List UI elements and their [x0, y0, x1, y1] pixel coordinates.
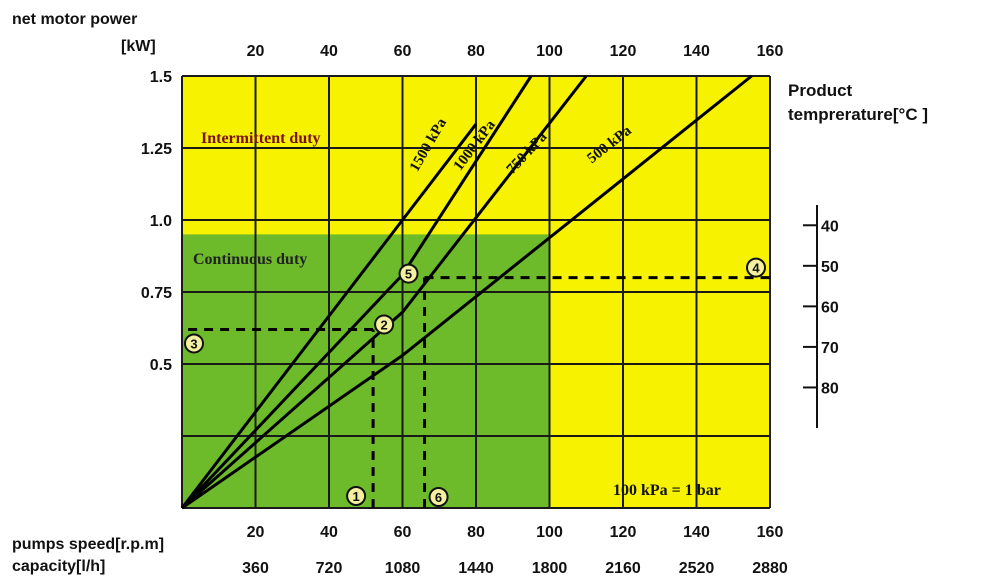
y-tick-label: 0.5 [150, 357, 172, 374]
speed-tick-label: 40 [320, 524, 338, 541]
zone-label-continuous: Continuous duty [193, 251, 307, 268]
speed-tick-label: 140 [683, 524, 710, 541]
capacity-tick-label: 2520 [679, 560, 715, 577]
grid-lines [181, 75, 771, 509]
y-tick-label: 1.5 [150, 69, 172, 86]
temp-tick-label: 80 [821, 380, 839, 397]
capacity-tick-label: 720 [316, 560, 343, 577]
capacity-tick-label: 2880 [752, 560, 788, 577]
right-title-line1: Product [788, 81, 853, 100]
series-line-3 [181, 74, 753, 510]
speed-axis-label: pumps speed[r.p.m] [12, 536, 164, 553]
marker-circle-6 [428, 487, 449, 507]
speed-tick-label: 160 [757, 524, 784, 541]
speed-tick-label: 80 [467, 524, 485, 541]
temp-tick-label: 70 [821, 340, 839, 357]
y-tick-label: 0.75 [141, 285, 172, 302]
temp-tick-label: 50 [821, 259, 839, 276]
temp-tick-label: 40 [821, 218, 839, 235]
speed-tick-label: 20 [247, 524, 265, 541]
temperature-axis: 40 50 60 70 80 [803, 205, 839, 428]
marker-label-1: 1 [352, 489, 359, 504]
speed-tick-label: 120 [610, 524, 637, 541]
top-tick-label: 140 [683, 43, 710, 60]
y-tick-label: 1.0 [150, 213, 172, 230]
continuous-zone [182, 234, 550, 508]
marker-label-2: 2 [380, 317, 387, 332]
top-tick-label: 20 [247, 43, 265, 60]
capacity-tick-label: 1440 [458, 560, 494, 577]
example-point-markers: 1 2 3 4 5 6 [184, 257, 766, 507]
axis-tick-labels: 1.5 1.25 1.0 0.75 0.5 20 20 360 40 40 720 60 60 1080 8… [141, 43, 788, 577]
example-dashed-lines [182, 276, 770, 508]
series-line-0 [180, 123, 478, 509]
temp-tick-label: 60 [821, 299, 839, 316]
marker-circle-3 [184, 333, 204, 354]
y-tick-label: 1.25 [141, 141, 172, 158]
top-tick-label: 60 [394, 43, 412, 60]
marker-circle-4 [746, 257, 766, 278]
marker-label-3: 3 [190, 336, 197, 351]
capacity-tick-label: 360 [242, 560, 269, 577]
capacity-tick-label: 2160 [605, 560, 641, 577]
marker-label-6: 6 [435, 490, 442, 505]
marker-label-4: 4 [752, 261, 760, 276]
y-axis-unit: [kW] [121, 38, 156, 55]
top-tick-label: 40 [320, 43, 338, 60]
top-tick-label: 120 [610, 43, 637, 60]
right-title-line2: tempreraturе[°C ] [788, 105, 928, 124]
marker-circle-1 [346, 486, 367, 506]
capacity-tick-label: 1080 [385, 560, 421, 577]
capacity-axis-label: capacity[l/h] [12, 558, 105, 575]
marker-label-5: 5 [405, 267, 412, 282]
top-tick-label: 100 [536, 43, 563, 60]
marker-circle-2 [374, 314, 395, 335]
capacity-tick-label: 1800 [532, 560, 568, 577]
marker-circle-5 [398, 263, 419, 284]
y-axis-title: net motor power [12, 11, 137, 28]
zone-label-intermittent: Intermittent duty [201, 130, 321, 147]
speed-tick-label: 100 [536, 524, 563, 541]
speed-tick-label: 60 [394, 524, 412, 541]
series-line-2 [181, 75, 588, 510]
top-tick-label: 80 [467, 43, 485, 60]
unit-note: 100 kPa = 1 bar [613, 482, 721, 499]
top-tick-label: 160 [757, 43, 784, 60]
